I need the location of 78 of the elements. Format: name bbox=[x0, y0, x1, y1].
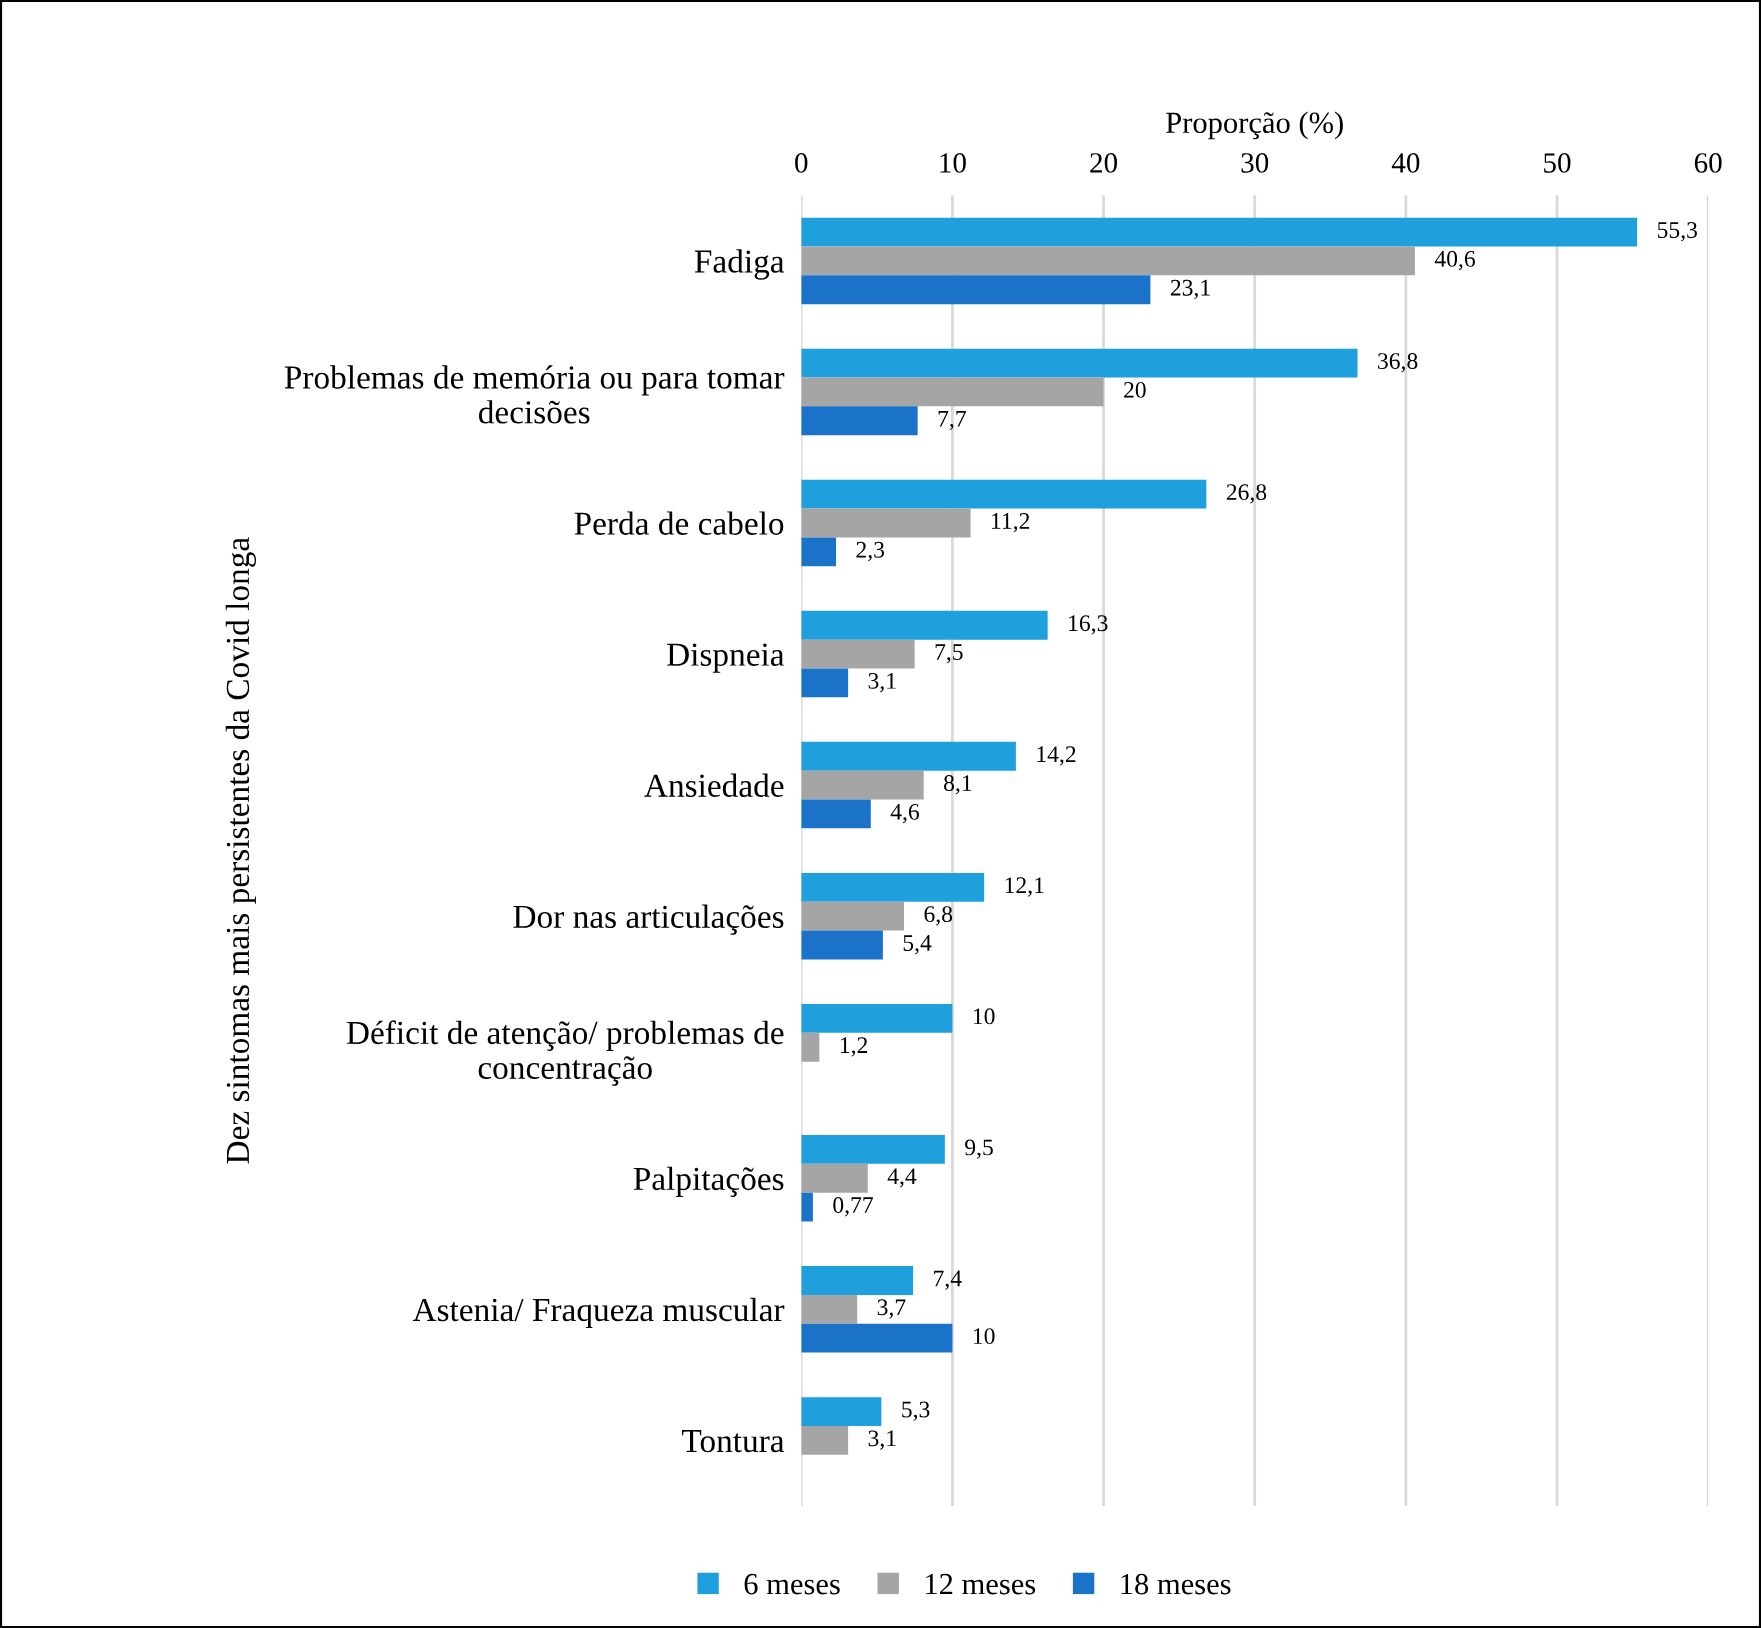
y-tick-label: Dispneia bbox=[667, 643, 785, 673]
bar bbox=[801, 508, 971, 538]
bar bbox=[801, 930, 883, 960]
data-label: 16,3 bbox=[1069, 615, 1108, 635]
y-tick-label: Dor nas articulações bbox=[513, 904, 784, 935]
x-tick-label: 0 bbox=[795, 153, 808, 173]
bar bbox=[801, 1294, 858, 1324]
x-tick-label: 40 bbox=[1391, 153, 1420, 173]
y-tick-label: Problemas de memória ou para tomar decisões bbox=[284, 365, 785, 424]
data-label: 10 bbox=[973, 1328, 995, 1345]
bar bbox=[801, 537, 837, 567]
bar bbox=[801, 217, 1638, 247]
x-tick-label: 20 bbox=[1090, 153, 1118, 173]
bar bbox=[801, 377, 1104, 407]
bar bbox=[801, 1425, 849, 1455]
bar bbox=[801, 872, 985, 902]
x-tick-label: 60 bbox=[1694, 153, 1722, 173]
y-tick-label: Tontura bbox=[682, 1430, 785, 1453]
bar bbox=[801, 770, 924, 800]
y-tick-label: Perda de cabelo bbox=[574, 511, 784, 535]
y-tick-label: Déficit de atenção/ problemas de concentração bbox=[346, 1020, 784, 1086]
bar bbox=[801, 479, 1207, 509]
y-tick-label: Fadiga bbox=[694, 249, 785, 280]
bar bbox=[801, 1032, 820, 1062]
x-tick-label: 50 bbox=[1544, 153, 1571, 173]
data-label: 0,77 bbox=[833, 1197, 873, 1217]
data-label: 10 bbox=[973, 1008, 995, 1025]
bar bbox=[801, 741, 1016, 771]
bar bbox=[801, 799, 871, 829]
bar bbox=[801, 1192, 813, 1222]
data-label: 14,2 bbox=[1037, 746, 1076, 766]
bar bbox=[801, 348, 1358, 378]
bar bbox=[801, 1163, 868, 1193]
data-label: 1,2 bbox=[840, 1037, 868, 1057]
x-axis-title: Proporção (%) bbox=[1166, 111, 1343, 140]
bar bbox=[801, 901, 905, 931]
data-label: 26,8 bbox=[1226, 484, 1267, 504]
bar bbox=[801, 1266, 914, 1295]
legend-label: 18 meses bbox=[1121, 1573, 1231, 1595]
y-tick-label: Ansiedade bbox=[644, 773, 784, 797]
data-label: 20 bbox=[1124, 381, 1146, 398]
bar bbox=[801, 275, 1151, 305]
data-label: 23,1 bbox=[1170, 279, 1210, 300]
bar bbox=[801, 1003, 953, 1033]
data-label: 2,3 bbox=[856, 541, 885, 562]
data-label: 36,8 bbox=[1378, 353, 1418, 373]
legend-label: 6 meses bbox=[744, 1573, 840, 1595]
data-label: 3,7 bbox=[877, 1299, 906, 1319]
bar bbox=[801, 406, 918, 436]
y-tick-label: Palpitações bbox=[633, 1166, 784, 1197]
y-axis-title: Dez sintomas mais persistentes da Covid longa bbox=[225, 537, 257, 1164]
legend-label: 12 meses bbox=[926, 1573, 1036, 1595]
bar bbox=[801, 610, 1048, 640]
bar bbox=[801, 1135, 945, 1164]
data-label: 5,4 bbox=[903, 935, 932, 955]
data-label: 40,6 bbox=[1434, 250, 1475, 271]
x-tick-label: 30 bbox=[1241, 153, 1269, 173]
data-label: 9,5 bbox=[965, 1139, 993, 1159]
data-label: 3,1 bbox=[868, 1430, 896, 1450]
data-label: 3,1 bbox=[868, 672, 896, 693]
bar bbox=[801, 668, 849, 698]
data-label: 4,6 bbox=[890, 803, 920, 824]
data-label: 4,4 bbox=[887, 1168, 917, 1188]
data-label: 5,3 bbox=[902, 1401, 930, 1421]
x-tick-label: 10 bbox=[940, 153, 966, 173]
data-label: 8,1 bbox=[944, 775, 972, 795]
bar bbox=[801, 246, 1415, 276]
bar bbox=[801, 1397, 882, 1426]
bar bbox=[801, 639, 915, 669]
bar bbox=[801, 1323, 953, 1353]
data-label: 12,1 bbox=[1005, 877, 1044, 897]
data-label: 11,2 bbox=[992, 513, 1030, 533]
data-label: 7,5 bbox=[935, 644, 963, 664]
data-label: 7,7 bbox=[938, 410, 966, 431]
data-label: 6,8 bbox=[924, 906, 953, 926]
data-label: 7,4 bbox=[934, 1270, 962, 1290]
y-tick-label: Astenia/ Fraqueza muscular bbox=[412, 1297, 785, 1328]
data-label: 55,3 bbox=[1657, 222, 1697, 242]
